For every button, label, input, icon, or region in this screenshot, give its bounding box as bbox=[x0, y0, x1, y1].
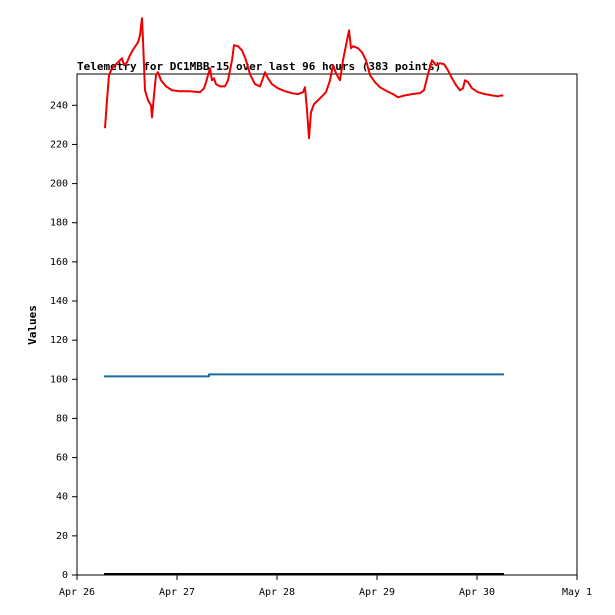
x-tick-label: Apr 26 bbox=[59, 587, 95, 598]
y-tick-label: 180 bbox=[50, 218, 68, 229]
x-tick-label: May 1 bbox=[562, 587, 592, 598]
y-tick-label: 60 bbox=[56, 453, 68, 464]
x-tick-label: Apr 28 bbox=[259, 587, 295, 598]
y-tick-label: 80 bbox=[56, 413, 68, 424]
y-tick-label: 200 bbox=[50, 179, 68, 190]
y-tick-label: 0 bbox=[62, 570, 68, 581]
line-series bbox=[104, 373, 504, 378]
y-tick-label: 20 bbox=[56, 531, 68, 542]
y-axis-label: Values bbox=[26, 305, 39, 345]
y-tick-label: 240 bbox=[50, 100, 68, 111]
y-tick-label: 140 bbox=[50, 296, 68, 307]
x-tick-label: Apr 29 bbox=[359, 587, 395, 598]
y-tick-label: 40 bbox=[56, 492, 68, 503]
x-tick-label: Apr 30 bbox=[459, 587, 495, 598]
line-series bbox=[104, 17, 504, 140]
chart-title: Telemetry for DC1MBB-15 over last 96 hou… bbox=[77, 60, 441, 73]
y-tick-label: 120 bbox=[50, 335, 68, 346]
x-tick-label: Apr 27 bbox=[159, 587, 195, 598]
y-tick-label: 160 bbox=[50, 257, 68, 268]
plot-frame bbox=[76, 73, 578, 576]
y-tick-label: 220 bbox=[50, 139, 68, 150]
y-tick-label: 100 bbox=[50, 374, 68, 385]
